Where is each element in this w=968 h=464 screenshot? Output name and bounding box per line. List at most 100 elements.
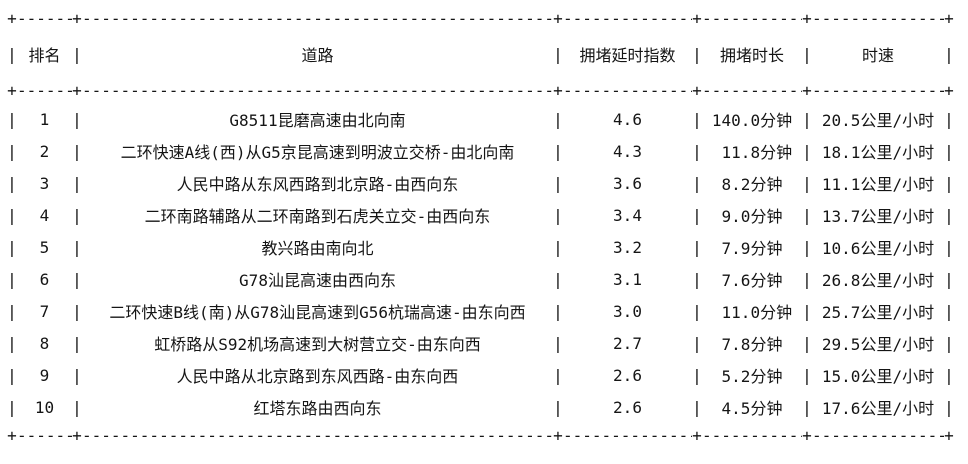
cell-rank: 8 [39,333,50,353]
column-separator: | [553,365,563,385]
column-separator: | [692,44,702,64]
cell-speed: 17.6公里/小时 [821,399,935,418]
border-dash: ----------------------------------------… [812,80,944,100]
column-separator: | [692,365,702,385]
column-separator: | [7,44,17,64]
cell-duration: 7.6分钟 [711,271,793,290]
table-header-row: | 排名 | 道路 | 拥堵延时指数 | 拥堵时长 | 时速 | [7,24,968,84]
cell-rank: 5 [39,237,50,257]
table-row: | 4 | 二环南路辅路从二环南路到石虎关立交-由西向东 | 3.4 | 9.0分钟 | 13… [7,199,968,231]
cell-delay_index: 3.6 [613,173,642,193]
border-dash: ----------------------------------------… [702,8,802,28]
cell-road: 二环快速B线(南)从G78汕昆高速到G56杭瑞高速-由东向西 [109,303,526,322]
header-road: 道路 [301,46,334,65]
cell-road: 教兴路由南向北 [261,239,374,258]
border-junction: + [692,425,702,445]
column-separator: | [692,301,702,321]
border-junction: + [944,8,954,28]
cell-rank: 1 [39,109,50,129]
border-junction: + [553,80,563,100]
cell-delay_index: 4.3 [613,141,642,161]
cell-road: G78汕昆高速由西向东 [239,271,396,290]
column-separator: | [7,205,17,225]
border-dash: ----------------------------------------… [17,8,72,28]
table-row: | 3 | 人民中路从东风西路到北京路-由西向东 | 3.6 | 8.2分钟 | 11.1公里… [7,167,968,199]
cell-delay_index: 2.6 [613,365,642,385]
header-delay_index: 拥堵延时指数 [579,46,676,65]
cell-delay_index: 3.1 [613,269,642,289]
cell-rank: 2 [39,141,50,161]
border-dash: ----------------------------------------… [563,425,692,445]
border-dash: ----------------------------------------… [702,425,802,445]
cell-rank: 4 [39,205,50,225]
table-row: | 9 | 人民中路从北京路到东风西路-由东向西 | 2.6 | 5.2分钟 | 15.0公里… [7,359,968,391]
column-separator: | [944,301,954,321]
cell-duration: 8.2分钟 [711,175,793,194]
column-separator: | [553,397,563,417]
table-row: | 2 | 二环快速A线(西)从G5京昆高速到明波立交桥-由北向南 | 4.3 | 11.8… [7,135,968,167]
column-separator: | [802,333,812,353]
cell-rank: 7 [39,301,50,321]
column-separator: | [692,237,702,257]
cell-rank: 10 [34,397,55,417]
column-separator: | [72,397,82,417]
column-separator: | [7,333,17,353]
cell-speed: 29.5公里/小时 [821,335,935,354]
cell-rank: 3 [39,173,50,193]
header-speed: 时速 [861,46,894,65]
column-separator: | [802,269,812,289]
cell-delay_index: 4.6 [613,109,642,129]
cell-speed: 15.0公里/小时 [821,367,935,386]
cell-speed: 25.7公里/小时 [821,303,935,322]
column-separator: | [7,397,17,417]
column-separator: | [802,109,812,129]
column-separator: | [72,365,82,385]
column-separator: | [944,269,954,289]
cell-speed: 10.6公里/小时 [821,239,935,258]
table-row: | 8 | 虹桥路从S92机场高速到大树营立交-由东向西 | 2.7 | 7.8分钟 | 29… [7,327,968,359]
column-separator: | [553,109,563,129]
column-separator: | [944,141,954,161]
header-rank: 排名 [28,46,61,65]
column-separator: | [802,205,812,225]
border-dash: ----------------------------------------… [702,80,802,100]
column-separator: | [802,237,812,257]
table-border-line: +---------------------------------------… [7,9,968,28]
column-separator: | [553,237,563,257]
column-separator: | [553,333,563,353]
border-junction: + [944,425,954,445]
column-separator: | [944,173,954,193]
column-separator: | [553,173,563,193]
column-separator: | [553,205,563,225]
border-dash: ----------------------------------------… [82,8,553,28]
column-separator: | [72,301,82,321]
border-junction: + [7,425,17,445]
cell-duration: 9.0分钟 [711,207,793,226]
column-separator: | [692,205,702,225]
column-separator: | [692,109,702,129]
cell-rank: 6 [39,269,50,289]
cell-delay_index: 2.6 [613,397,642,417]
cell-speed: 11.1公里/小时 [821,175,935,194]
column-separator: | [802,397,812,417]
border-dash: ----------------------------------------… [563,80,692,100]
cell-road: 红塔东路由西向东 [253,399,382,418]
column-separator: | [72,205,82,225]
cell-duration: 7.8分钟 [711,335,793,354]
column-separator: | [7,141,17,161]
border-junction: + [72,80,82,100]
cell-delay_index: 3.2 [613,237,642,257]
border-dash: ----------------------------------------… [812,425,944,445]
column-separator: | [944,205,954,225]
column-separator: | [7,365,17,385]
column-separator: | [692,141,702,161]
table-row: | 7 | 二环快速B线(南)从G78汕昆高速到G56杭瑞高速-由东向西 | 3.0 | 1… [7,295,968,327]
border-junction: + [692,8,702,28]
border-junction: + [692,80,702,100]
column-separator: | [7,237,17,257]
column-separator: | [72,141,82,161]
column-separator: | [944,237,954,257]
column-separator: | [802,141,812,161]
column-separator: | [944,365,954,385]
column-separator: | [72,109,82,129]
